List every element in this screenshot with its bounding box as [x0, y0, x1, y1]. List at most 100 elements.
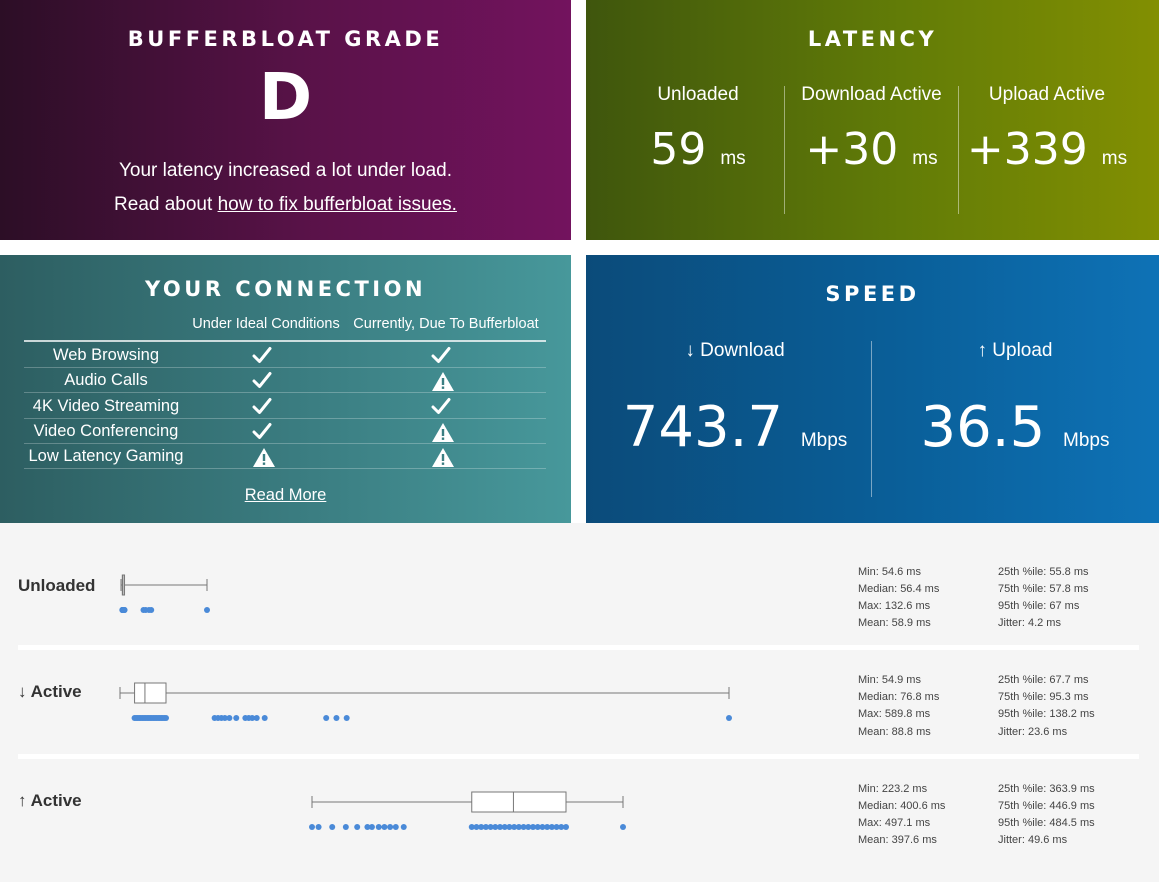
sample-dot	[501, 824, 508, 830]
sample-dot	[525, 824, 532, 830]
sample-dot	[515, 824, 522, 830]
stat-text: Mean: 88.8 ms	[858, 726, 931, 738]
latency-download-unit: ms	[912, 148, 938, 169]
connection-row: Web Browsing	[24, 343, 546, 368]
sample-dot	[530, 824, 537, 830]
sample-dot	[548, 824, 555, 830]
fix-bufferbloat-link[interactable]: how to fix bufferbloat issues.	[217, 194, 457, 215]
stat-text: 25th %ile: 363.9 ms	[998, 783, 1095, 795]
sample-dot	[473, 824, 480, 830]
connection-title: YOUR CONNECTION	[144, 277, 427, 301]
speed-upload-unit: Mbps	[1063, 430, 1110, 451]
stat-text: Max: 497.1 ms	[858, 817, 931, 829]
sample-dot	[204, 607, 210, 613]
warning-icon	[252, 447, 280, 468]
sample-dot	[233, 715, 240, 721]
sample-dot	[221, 715, 228, 721]
speed-download-label: ↓ Download	[685, 340, 785, 361]
sample-dot	[482, 824, 489, 830]
sample-dot	[249, 715, 256, 721]
stat-text: Mean: 58.9 ms	[858, 617, 931, 629]
speed-download-unit: Mbps	[800, 430, 848, 451]
speed-upload: ↑ Upload 36.5 Mbps	[880, 340, 1150, 456]
sample-dot	[520, 824, 527, 830]
stat-text: Min: 54.6 ms	[858, 566, 921, 578]
sample-dot	[342, 824, 349, 830]
sample-dot	[121, 607, 128, 613]
speed-download-value: 743.7	[622, 395, 784, 460]
speed-upload-label: ↑ Upload	[977, 340, 1053, 361]
sample-dot	[487, 824, 494, 830]
boxplot-box	[471, 791, 567, 813]
sample-dot	[315, 824, 322, 830]
stat-text: 25th %ile: 67.7 ms	[998, 674, 1089, 686]
speed-divider	[871, 341, 872, 497]
check-icon	[431, 346, 459, 366]
sample-dot	[511, 824, 518, 830]
sample-dot	[329, 824, 336, 830]
sample-dot	[148, 607, 155, 613]
connection-feature-label: Low Latency Gaming	[28, 447, 184, 466]
sample-dot	[392, 824, 399, 830]
grade-letter: D	[258, 61, 313, 135]
check-icon	[252, 371, 280, 391]
connection-header-rule	[24, 340, 546, 342]
latency-upload-active: Upload Active +339 ms	[959, 84, 1135, 216]
stats-separator	[18, 645, 1139, 650]
latency-unloaded-value: 59	[650, 124, 707, 175]
connection-feature-label: Video Conferencing	[33, 421, 179, 440]
sample-dot	[534, 824, 541, 830]
stat-text: 95th %ile: 484.5 ms	[998, 817, 1095, 829]
grade-read-about-prefix: Read about	[114, 194, 218, 215]
stat-text: Median: 76.8 ms	[858, 691, 940, 703]
stats-separator	[18, 754, 1139, 759]
stat-text: 75th %ile: 57.8 ms	[998, 583, 1089, 595]
read-more-link[interactable]: Read More	[244, 486, 327, 504]
stat-text: Median: 400.6 ms	[858, 800, 946, 812]
stat-text: Jitter: 23.6 ms	[998, 726, 1068, 738]
stat-text: 75th %ile: 95.3 ms	[998, 691, 1089, 703]
sample-dot	[387, 824, 394, 830]
connection-feature-label: Web Browsing	[52, 346, 160, 364]
sample-dot	[162, 715, 169, 721]
speed-panel: SPEED	[586, 255, 1159, 523]
check-icon	[431, 397, 459, 417]
sample-dot	[497, 824, 504, 830]
connection-feature-label: Audio Calls	[64, 371, 148, 390]
latency-unloaded-unit: ms	[720, 148, 746, 169]
sample-dot	[354, 824, 361, 830]
stat-text: 25th %ile: 55.8 ms	[998, 566, 1089, 578]
grade-read-about: Read about how to fix bufferbloat issues…	[0, 194, 571, 216]
warning-icon	[431, 371, 459, 392]
latency-divider	[784, 86, 785, 214]
latency-boxplots	[119, 574, 732, 830]
latency-download-value: +30	[805, 124, 899, 175]
sample-dot	[468, 824, 475, 830]
sample-dot	[400, 824, 407, 830]
stats-unloaded-label: Unloaded	[18, 576, 96, 595]
sample-dot	[375, 824, 382, 830]
grade-title: BUFFERBLOAT GRADE	[127, 27, 444, 51]
sample-dot	[323, 715, 330, 721]
boxplot-box	[134, 682, 167, 704]
stats-download-active-label: ↓ Active	[18, 682, 82, 701]
latency-divider	[958, 86, 959, 214]
warning-icon	[431, 447, 459, 468]
stat-text: Jitter: 4.2 ms	[998, 617, 1061, 629]
warning-icon	[431, 422, 459, 442]
sample-dot	[620, 824, 626, 830]
connection-col-ideal: Under Ideal Conditions	[192, 316, 340, 332]
sample-dot	[368, 824, 375, 830]
speed-upload-value: 36.5	[920, 395, 1046, 460]
stat-text: Max: 589.8 ms	[858, 708, 931, 720]
sample-dot	[261, 715, 268, 721]
latency-download-label: Download Active	[801, 84, 942, 105]
latency-unloaded-label: Unloaded	[657, 84, 739, 105]
connection-row: Audio Calls	[24, 368, 546, 394]
sample-dot	[478, 824, 485, 830]
sample-dot	[563, 824, 570, 830]
stat-text: Min: 54.9 ms	[858, 674, 921, 686]
connection-panel	[0, 255, 571, 523]
stat-text: Jitter: 49.6 ms	[998, 834, 1068, 846]
grade-description: Your latency increased a lot under load.	[118, 160, 453, 181]
